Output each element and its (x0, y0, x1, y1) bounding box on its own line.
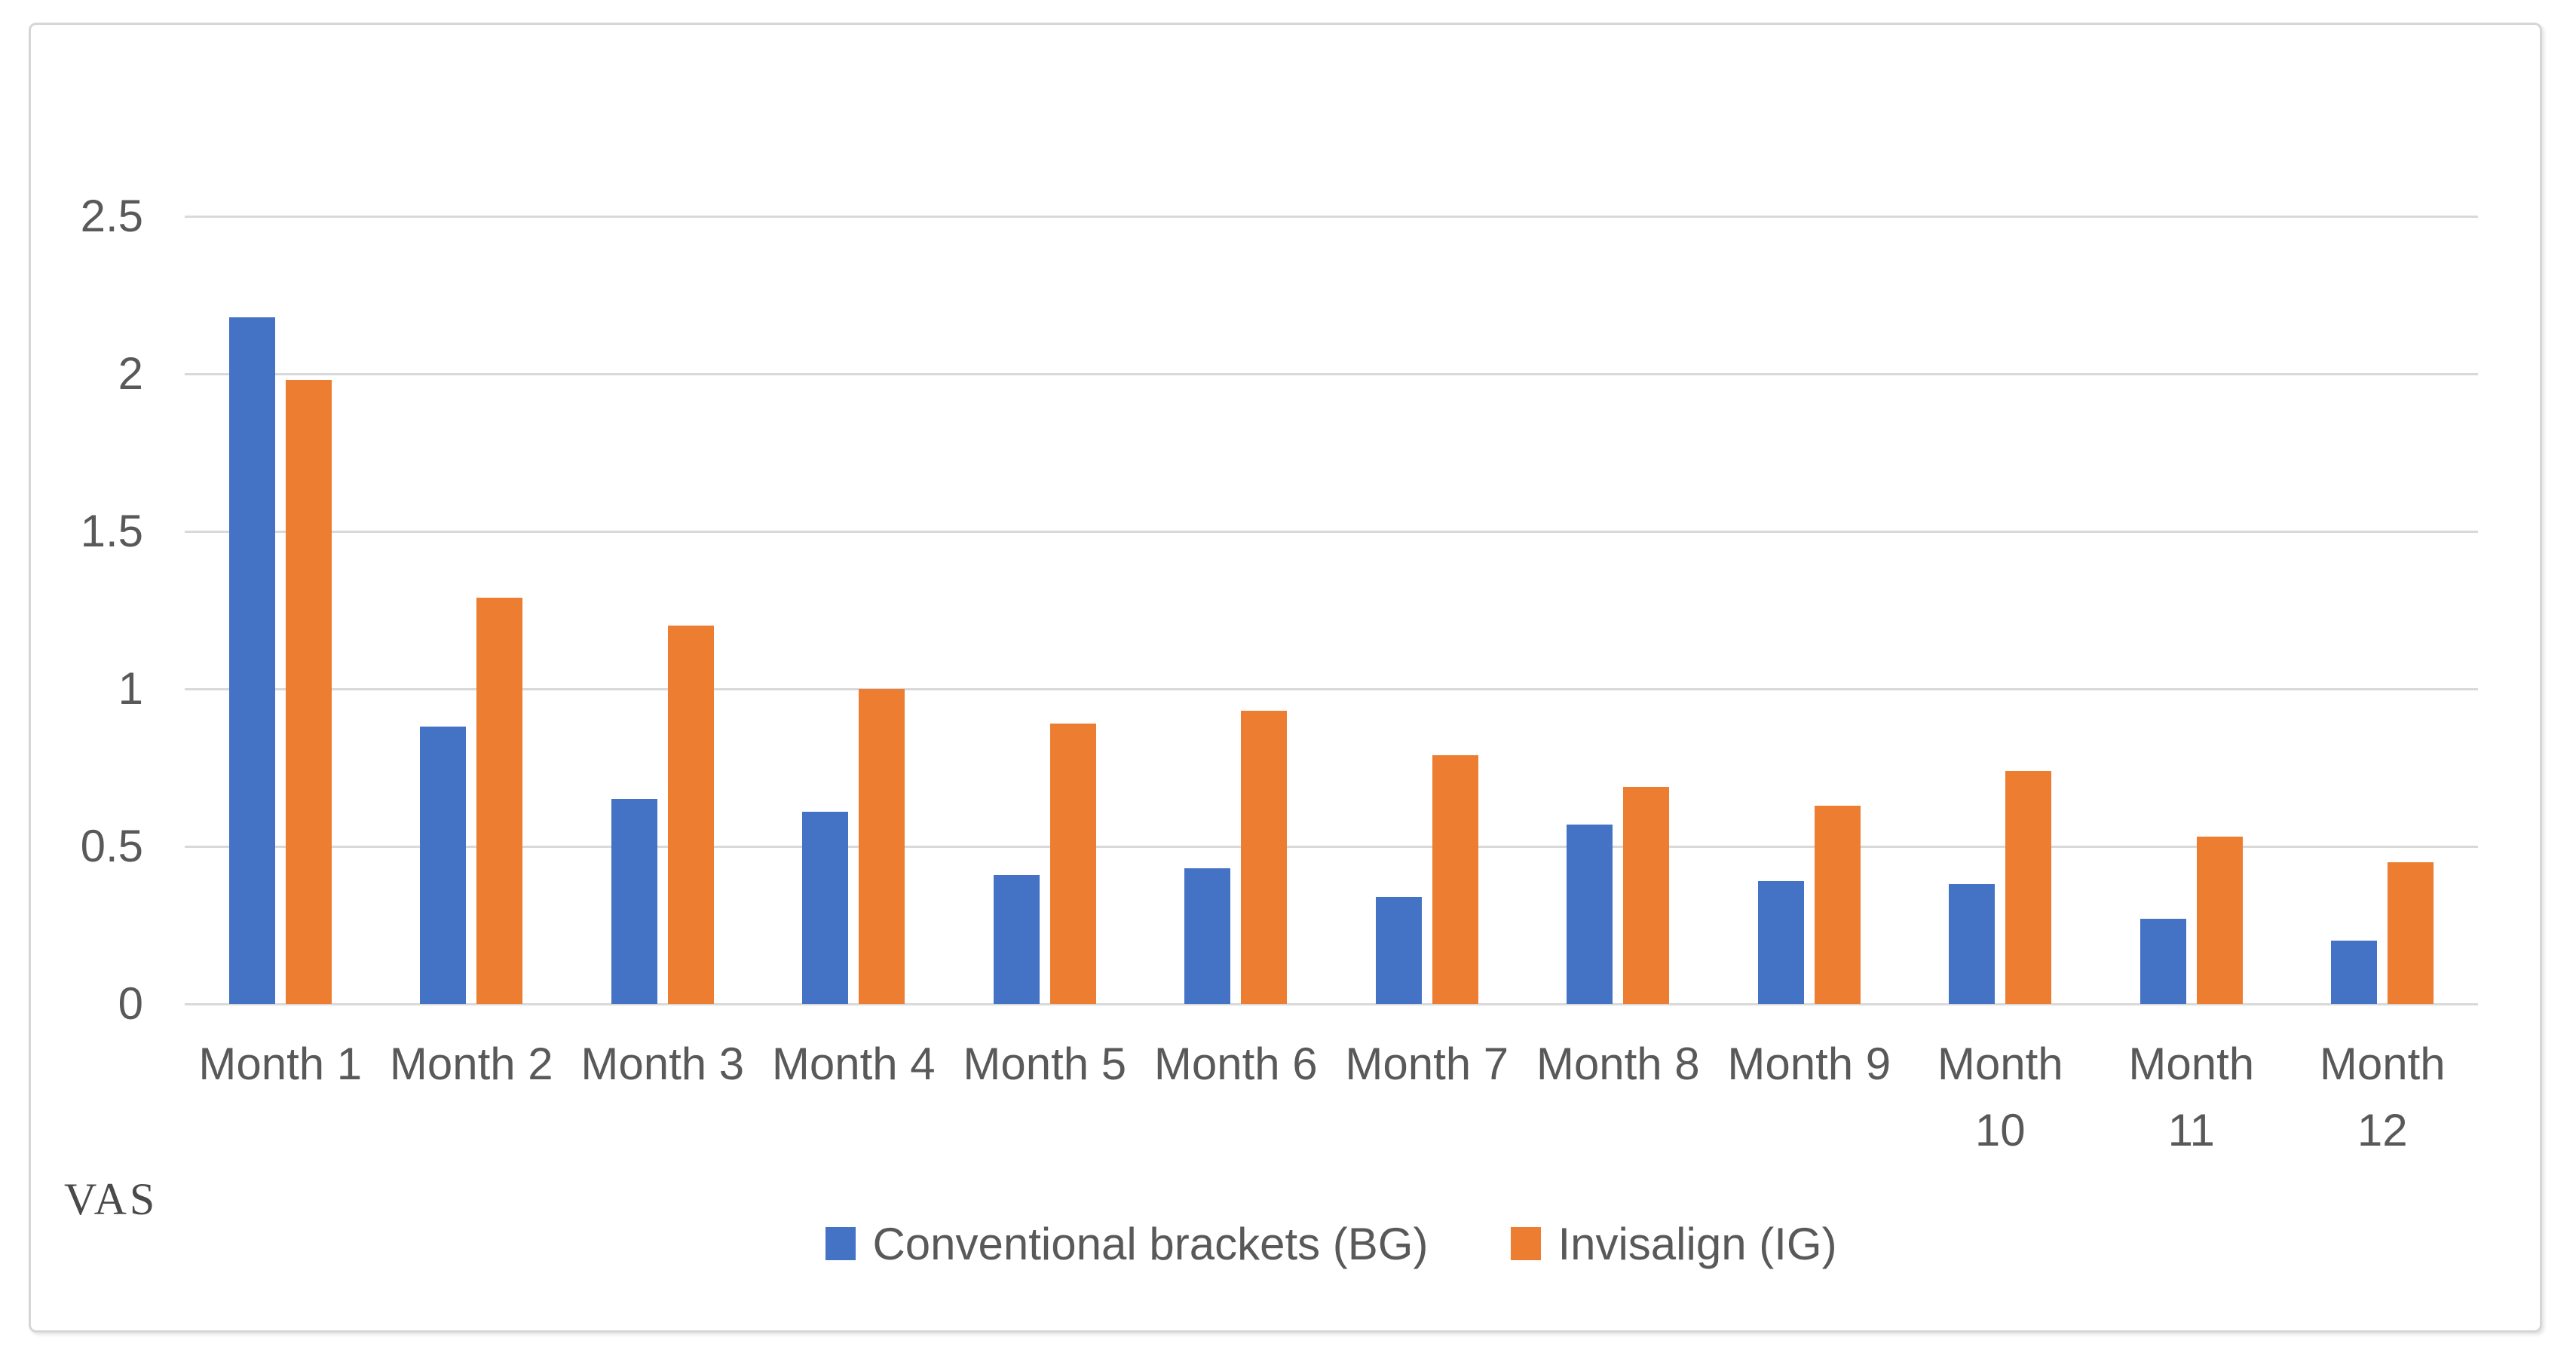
plot-area (185, 216, 2479, 1005)
category-bar-group (1523, 216, 1714, 1004)
legend-item-invisalign: Invisalign (IG) (1511, 1218, 1837, 1270)
x-axis-label: Month 2 (389, 1039, 553, 1089)
gridline (185, 216, 2478, 218)
bar-conventional-brackets (611, 799, 657, 1004)
category-bar-group (2287, 216, 2479, 1004)
bar-conventional-brackets (1184, 868, 1231, 1004)
bar-invisalign (2388, 861, 2434, 1004)
bar-conventional-brackets (802, 812, 849, 1004)
gridline (185, 688, 2478, 690)
bar-invisalign (1814, 805, 1861, 1004)
category-bar-group (1331, 216, 1523, 1004)
category-bar-group (185, 216, 376, 1004)
bar-invisalign (1623, 786, 1670, 1004)
x-axis-label: Month 1 (198, 1039, 363, 1089)
category-bar-group (2096, 216, 2287, 1004)
legend-marker-conventional-brackets-icon (825, 1227, 856, 1260)
bar-invisalign (476, 597, 523, 1004)
y-tick-label: 2.5 (80, 191, 143, 241)
gridline (185, 1003, 2478, 1005)
gridline (185, 531, 2478, 533)
bar-conventional-brackets (228, 317, 275, 1004)
bar-invisalign (1049, 723, 1096, 1004)
category-bar-group (567, 216, 758, 1004)
y-tick-label: 2 (118, 348, 143, 399)
chart-border (29, 23, 2542, 1333)
gridline (185, 373, 2478, 375)
legend-item-conventional-brackets: Conventional brackets (BG) (825, 1218, 1428, 1270)
y-axis-title: VAS (64, 1174, 158, 1224)
y-tick-label: 1 (118, 663, 143, 714)
x-axis-label: Month 10 (1937, 1039, 2063, 1155)
bar-conventional-brackets (1757, 880, 1804, 1004)
bar-conventional-brackets (420, 727, 467, 1004)
legend-marker-invisalign-icon (1511, 1227, 1542, 1260)
bar-conventional-brackets (1375, 896, 1422, 1004)
x-axis-label: Month 9 (1727, 1039, 1891, 1089)
x-axis-label: Month 11 (2128, 1039, 2255, 1155)
category-bar-group (1714, 216, 1905, 1004)
bar-invisalign (1432, 754, 1478, 1004)
y-tick-label: 0 (118, 978, 143, 1029)
gridline (185, 846, 2478, 848)
x-axis-label: Month 12 (2319, 1039, 2446, 1155)
category-bar-group (1905, 216, 2097, 1004)
x-axis-label: Month 5 (963, 1039, 1127, 1089)
bar-conventional-brackets (993, 874, 1040, 1004)
x-axis-label: Month 3 (580, 1039, 745, 1089)
bar-invisalign (1241, 711, 1288, 1004)
category-bar-group (1141, 216, 1332, 1004)
bar-conventional-brackets (1567, 824, 1613, 1004)
legend: Conventional brackets (BG) Invisalign (I… (185, 1206, 2478, 1281)
x-axis-label: Month 7 (1345, 1039, 1509, 1089)
category-bar-group (949, 216, 1141, 1004)
bar-invisalign (667, 626, 714, 1004)
category-bar-group (758, 216, 950, 1004)
x-axis-label: Month 4 (771, 1039, 936, 1089)
y-tick-label: 1.5 (80, 506, 143, 556)
legend-label-conventional-brackets: Conventional brackets (BG) (872, 1218, 1429, 1269)
bar-conventional-brackets (2140, 919, 2186, 1004)
x-axis-label: Month 6 (1153, 1039, 1318, 1089)
bar-conventional-brackets (2331, 941, 2378, 1004)
bar-invisalign (285, 380, 332, 1004)
bar-conventional-brackets (1949, 884, 1996, 1004)
bar-invisalign (2005, 770, 2052, 1004)
bar-invisalign (2196, 837, 2243, 1004)
x-axis-label: Month 8 (1536, 1039, 1700, 1089)
y-tick-label: 0.5 (80, 821, 143, 871)
legend-label-invisalign: Invisalign (IG) (1558, 1218, 1837, 1269)
category-bar-group (376, 216, 568, 1004)
bar-invisalign (859, 689, 905, 1004)
